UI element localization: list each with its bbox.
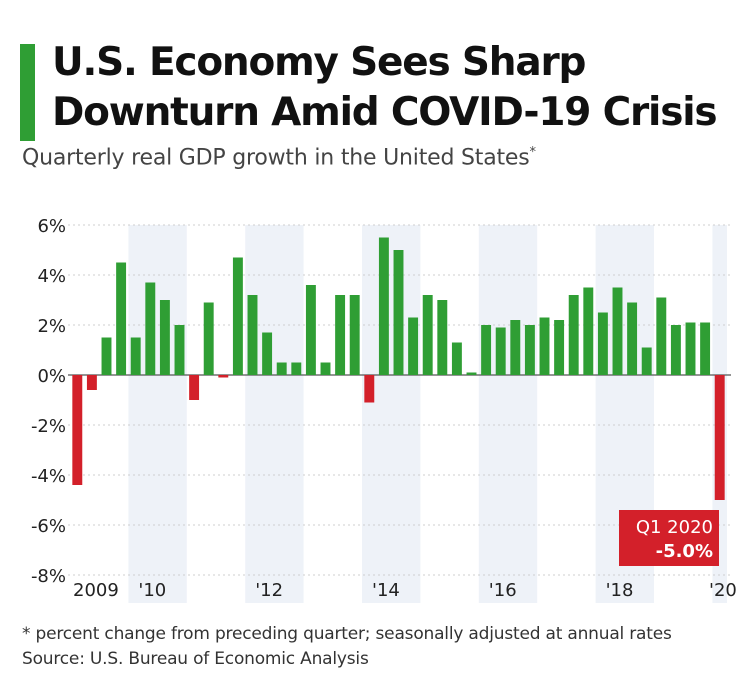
callout-label: Q1 2020: [636, 517, 713, 538]
gdp-bar: [451, 342, 462, 375]
gdp-bar: [335, 295, 346, 375]
gdp-bar: [72, 375, 83, 485]
title-accent-bar: [20, 44, 35, 141]
callout-box: [619, 510, 719, 566]
callout-value: -5.0%: [656, 541, 713, 562]
subtitle-footnote-marker: *: [529, 145, 537, 160]
year-band: [245, 225, 304, 603]
source: Source: U.S. Bureau of Economic Analysis: [22, 649, 369, 669]
bars: [72, 237, 725, 500]
gdp-bar: [700, 322, 711, 375]
gdp-bar: [466, 372, 477, 375]
gdp-bar: [554, 320, 565, 375]
y-tick-label: -2%: [31, 416, 66, 437]
x-tick-label: '16: [489, 580, 517, 601]
gdp-bar: [291, 362, 302, 375]
gdp-bar: [685, 322, 696, 375]
x-tick-label: '14: [372, 580, 400, 601]
year-band: [362, 225, 421, 603]
x-tick-label: 2009: [73, 580, 119, 601]
gdp-bar: [408, 317, 419, 375]
year-band: [478, 225, 538, 603]
y-axis-tick-labels: 6% 4% 2% 0% -2% -4% -6% -8%: [31, 216, 66, 587]
gdp-bar: [422, 295, 433, 375]
subtitle-text: Quarterly real GDP growth in the United …: [22, 145, 530, 171]
gdp-bar: [86, 375, 97, 390]
footnote: * percent change from preceding quarter;…: [22, 624, 672, 644]
y-tick-label: 4%: [37, 266, 66, 287]
gdp-bar: [437, 300, 448, 375]
y-tick-label: -6%: [31, 516, 66, 537]
gdp-bar: [203, 302, 214, 375]
gdp-bar: [670, 325, 681, 375]
gdp-bar: [597, 312, 608, 375]
gdp-bar: [174, 325, 185, 375]
gdp-bar: [189, 375, 200, 400]
gdp-bar: [262, 332, 273, 375]
gdp-bar: [320, 362, 331, 375]
year-band: [128, 225, 187, 603]
gdp-bar: [159, 300, 170, 375]
x-axis-tick-labels: 2009 '10 '12 '14 '16 '18 '20: [73, 580, 737, 601]
gdp-bar: [145, 282, 156, 375]
q1-2020-callout: Q1 2020 -5.0%: [619, 510, 719, 566]
gdp-bar: [218, 375, 229, 378]
gdp-bar: [247, 295, 258, 375]
gdp-bar: [641, 347, 652, 375]
x-tick-label: '20: [709, 580, 737, 601]
gdp-bar: [510, 320, 521, 375]
y-tick-label: -8%: [31, 566, 66, 587]
gdp-bar: [232, 257, 243, 375]
x-tick-label: '12: [255, 580, 283, 601]
x-tick-label: '18: [606, 580, 634, 601]
gdp-bar: [393, 250, 404, 375]
gdp-bar: [539, 317, 550, 375]
gdp-bar: [101, 337, 112, 375]
gdp-bar: [481, 325, 492, 375]
gdp-bar: [524, 325, 535, 375]
gdp-bar: [276, 362, 287, 375]
gdp-bar: [612, 287, 623, 375]
chart-title: U.S. Economy Sees Sharp Downturn Amid CO…: [52, 40, 718, 135]
gdp-bar: [130, 337, 141, 375]
y-tick-label: 6%: [37, 216, 66, 237]
gdp-bar: [349, 295, 360, 375]
gdp-bar: [495, 327, 506, 375]
gdp-bar: [568, 295, 579, 375]
gdp-bar: [656, 297, 667, 375]
gdp-bar: [714, 375, 725, 500]
y-tick-label: -4%: [31, 466, 66, 487]
gdp-bar: [583, 287, 594, 375]
x-tick-label: '10: [138, 580, 166, 601]
chart-subtitle: Quarterly real GDP growth in the United …: [22, 145, 536, 170]
gdp-bar: [627, 302, 638, 375]
gdp-bar: [305, 285, 316, 375]
gdp-bar: [364, 375, 375, 403]
gdp-bar: [116, 262, 127, 375]
y-tick-label: 0%: [37, 366, 66, 387]
y-tick-label: 2%: [37, 316, 66, 337]
gdp-bar-chart: 6% 4% 2% 0% -2% -4% -6% -8% 2009 '10 '12 '14 '16 '18…: [31, 216, 737, 603]
gdp-bar: [378, 237, 389, 375]
